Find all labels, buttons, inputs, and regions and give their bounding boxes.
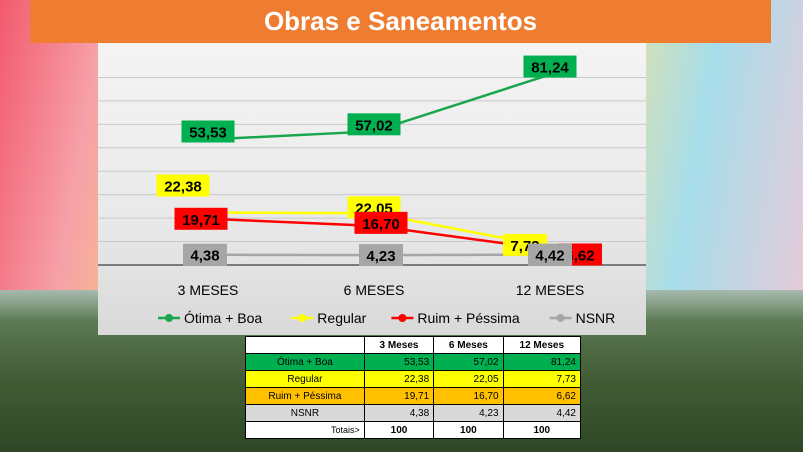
row-label: NSNR	[245, 404, 365, 422]
table-header-cell: 6 Meses	[433, 336, 504, 354]
data-label: 4,42	[535, 248, 564, 265]
data-label-box	[183, 243, 227, 266]
total-cell: 100	[363, 421, 435, 439]
data-label-box	[181, 120, 235, 143]
total-cell: 100	[502, 421, 582, 439]
table-cell: 53,53	[363, 353, 435, 371]
table-cell: 22,05	[433, 370, 504, 388]
table-cell: 4,42	[502, 404, 582, 422]
table-row: Regular 22,38 22,05 7,73	[245, 370, 582, 388]
legend-label: Ruim + Péssima	[417, 310, 520, 326]
data-label: 4,23	[366, 248, 395, 265]
data-label-box	[156, 174, 210, 197]
data-label-box	[523, 55, 577, 78]
chart-svg: 3 MESES 6 MESES 12 MESES 53,53 57,02 81,24 22,…	[98, 55, 646, 326]
x-tick-label: 6 MESES	[344, 282, 405, 298]
table-row: Ruim + Péssima 19,71 16,70 6,62	[245, 387, 582, 405]
data-label: 6,62	[565, 247, 594, 264]
legend-marker	[398, 314, 407, 322]
table-cell: 16,70	[433, 387, 504, 405]
data-label-box	[354, 211, 408, 234]
table-cell: 22,38	[363, 370, 435, 388]
table-cell: 57,02	[433, 353, 504, 371]
table-cell: 4,38	[363, 404, 435, 422]
data-label: 4,38	[190, 248, 219, 265]
total-cell: 100	[433, 421, 504, 439]
data-label: 22,38	[164, 179, 202, 196]
table-cell: 6,62	[502, 387, 582, 405]
data-label: 53,53	[189, 125, 227, 142]
table-header-cell: 3 Meses	[363, 336, 435, 354]
x-tick-label: 12 MESES	[516, 282, 584, 298]
legend-marker	[556, 314, 565, 322]
legend-label: Regular	[317, 310, 366, 326]
data-label-box	[528, 243, 572, 266]
data-label: 57,02	[355, 117, 393, 134]
row-label: Ruim + Péssima	[245, 387, 365, 405]
data-label: 19,71	[182, 212, 220, 229]
table-cell: 7,73	[502, 370, 582, 388]
table-cell: 81,24	[502, 353, 582, 371]
legend-label: NSNR	[576, 310, 616, 326]
data-label: 81,24	[531, 60, 569, 77]
data-label: 16,70	[362, 216, 400, 233]
data-label-box	[174, 207, 228, 230]
table-header-cell: 12 Meses	[502, 336, 582, 354]
line-chart: 3 MESES 6 MESES 12 MESES 53,53 57,02 81,24 22,…	[98, 43, 646, 335]
table-row: NSNR 4,38 4,23 4,42	[245, 404, 582, 422]
data-label-box	[347, 113, 401, 136]
row-label: Regular	[245, 370, 365, 388]
legend-marker	[165, 314, 173, 322]
totals-label: Totais>	[245, 421, 365, 439]
legend-label: Ótima + Boa	[184, 310, 262, 326]
row-label: Ótima + Boa	[245, 353, 365, 371]
table-header-row: 3 Meses 6 Meses 12 Meses	[245, 336, 582, 354]
data-table: 3 Meses 6 Meses 12 Meses Ótima + Boa 53,…	[245, 336, 582, 439]
page-title: Obras e Saneamentos	[30, 0, 771, 43]
table-row: Ótima + Boa 53,53 57,02 81,24	[245, 353, 582, 371]
table-header-cell	[245, 336, 365, 354]
table-cell: 4,23	[433, 404, 504, 422]
table-cell: 19,71	[363, 387, 435, 405]
x-tick-label: 3 MESES	[178, 282, 239, 298]
legend-marker	[298, 314, 307, 322]
table-totals-row: Totais> 100 100 100	[245, 421, 582, 439]
data-label-box	[359, 244, 403, 267]
